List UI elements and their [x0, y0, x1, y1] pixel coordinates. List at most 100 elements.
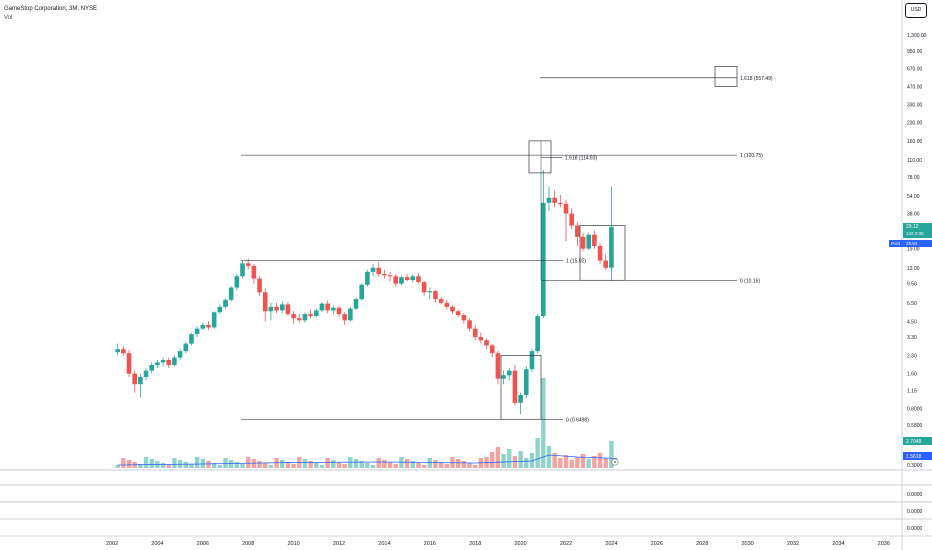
volume-bar: [285, 462, 291, 468]
candle-body: [467, 320, 472, 329]
candle-body: [319, 303, 325, 311]
candle-body: [325, 303, 330, 311]
candle: [279, 301, 285, 314]
drawing-tools-layer: 1 (120.75) 1.618 (114.93) 1.618 (557.49) 1 …: [241, 65, 773, 423]
volume-bar: [365, 463, 370, 468]
volume-bar: [240, 464, 245, 468]
fib-level-1618-upper-label: 1.618 (557.49): [740, 76, 773, 82]
volume-indicator-label[interactable]: Vol: [4, 15, 13, 21]
candle: [563, 199, 569, 242]
price-tick-label: 1.60: [907, 372, 917, 378]
currency-button[interactable]: USD: [905, 3, 927, 18]
time-tick-label: 2020: [514, 541, 526, 547]
time-tick-label: 2006: [197, 541, 209, 547]
candle: [558, 194, 563, 208]
candle-body: [558, 202, 563, 204]
candle: [541, 169, 546, 319]
candle: [444, 299, 450, 310]
candle-body: [427, 291, 433, 293]
candle: [240, 260, 245, 279]
candle: [438, 296, 444, 305]
candle-body: [138, 376, 143, 385]
fib-level-1-lower-label: 1 (15.02): [566, 258, 586, 264]
eye-icon: [611, 458, 619, 466]
time-tick-label: 2004: [151, 541, 163, 547]
volume-last-badge: [903, 437, 932, 445]
volume-bar: [291, 464, 296, 468]
price-tick-label: 160.00: [907, 139, 923, 145]
candle: [115, 343, 120, 356]
candle: [546, 186, 552, 211]
candle-body: [382, 273, 387, 276]
candle-body: [194, 328, 200, 335]
candle: [450, 305, 455, 315]
candle-body: [580, 236, 586, 249]
candle: [455, 309, 461, 318]
indicator-tick-label: 0.0000: [907, 509, 923, 515]
symbol-title[interactable]: GameStop Corporation, 3M, NYSE: [4, 6, 98, 12]
candle: [331, 305, 336, 315]
candle: [296, 314, 302, 323]
candle: [580, 232, 586, 252]
time-tick-label: 2024: [605, 541, 617, 547]
post-market-tag: [889, 240, 903, 248]
volume-bar: [518, 451, 523, 468]
candle-body: [240, 263, 245, 277]
candle-body: [421, 282, 427, 293]
volume-bar: [382, 460, 387, 468]
volume-bar: [592, 456, 597, 468]
volume-bar: [234, 462, 240, 468]
volume-bar: [427, 458, 432, 468]
candle-body: [359, 284, 364, 300]
candle: [206, 321, 211, 330]
volume-bar: [563, 455, 569, 468]
volume-bar: [461, 461, 467, 468]
volume-bar: [331, 460, 336, 468]
candle: [308, 309, 313, 319]
candle: [172, 355, 177, 367]
candle-body: [149, 365, 155, 371]
fib-level-1618-mid-label: 1.618 (114.93): [565, 156, 597, 162]
candle-body: [552, 197, 557, 203]
candle: [393, 273, 399, 287]
candle: [489, 343, 495, 358]
volume-bar: [200, 459, 205, 468]
volume-bar: [393, 464, 398, 468]
price-tick-label: 0.8000: [907, 407, 923, 413]
candle-body: [376, 267, 382, 274]
candle-body: [228, 287, 234, 300]
candle: [478, 332, 484, 344]
volume-bar: [138, 464, 143, 468]
candle-body: [189, 334, 194, 344]
time-tick-label: 2026: [651, 541, 663, 547]
candle-body: [172, 357, 177, 366]
volume-bar: [263, 463, 268, 468]
candle-body: [211, 312, 217, 328]
volume-bar: [438, 462, 444, 468]
eye-icon-pupil: [614, 461, 616, 463]
fib-level-0-lower-label: 0 (0.6498): [566, 417, 589, 423]
volume-bar: [376, 458, 381, 468]
candle-body: [484, 340, 489, 346]
candle-body: [291, 314, 296, 319]
candle-body: [410, 276, 416, 281]
candle-body: [206, 324, 211, 328]
volume-bar: [166, 465, 171, 468]
price-tick-label: 4.50: [907, 319, 917, 325]
price-tick-label: 78.00: [907, 175, 920, 181]
candle: [234, 273, 240, 291]
volume-ma-badge: [903, 452, 932, 460]
candle: [314, 308, 319, 318]
volume-bar: [535, 438, 540, 468]
volume-bar: [580, 454, 586, 468]
volume-bar: [228, 460, 234, 468]
volume-bar: [115, 465, 120, 468]
candle: [291, 311, 296, 324]
candle: [177, 349, 183, 360]
post-market-label: Post: [891, 241, 901, 246]
time-tick-label: 2032: [787, 541, 799, 547]
volume-bar: [552, 453, 557, 468]
time-tick-label: 2018: [469, 541, 481, 547]
volume-bar: [473, 465, 478, 468]
